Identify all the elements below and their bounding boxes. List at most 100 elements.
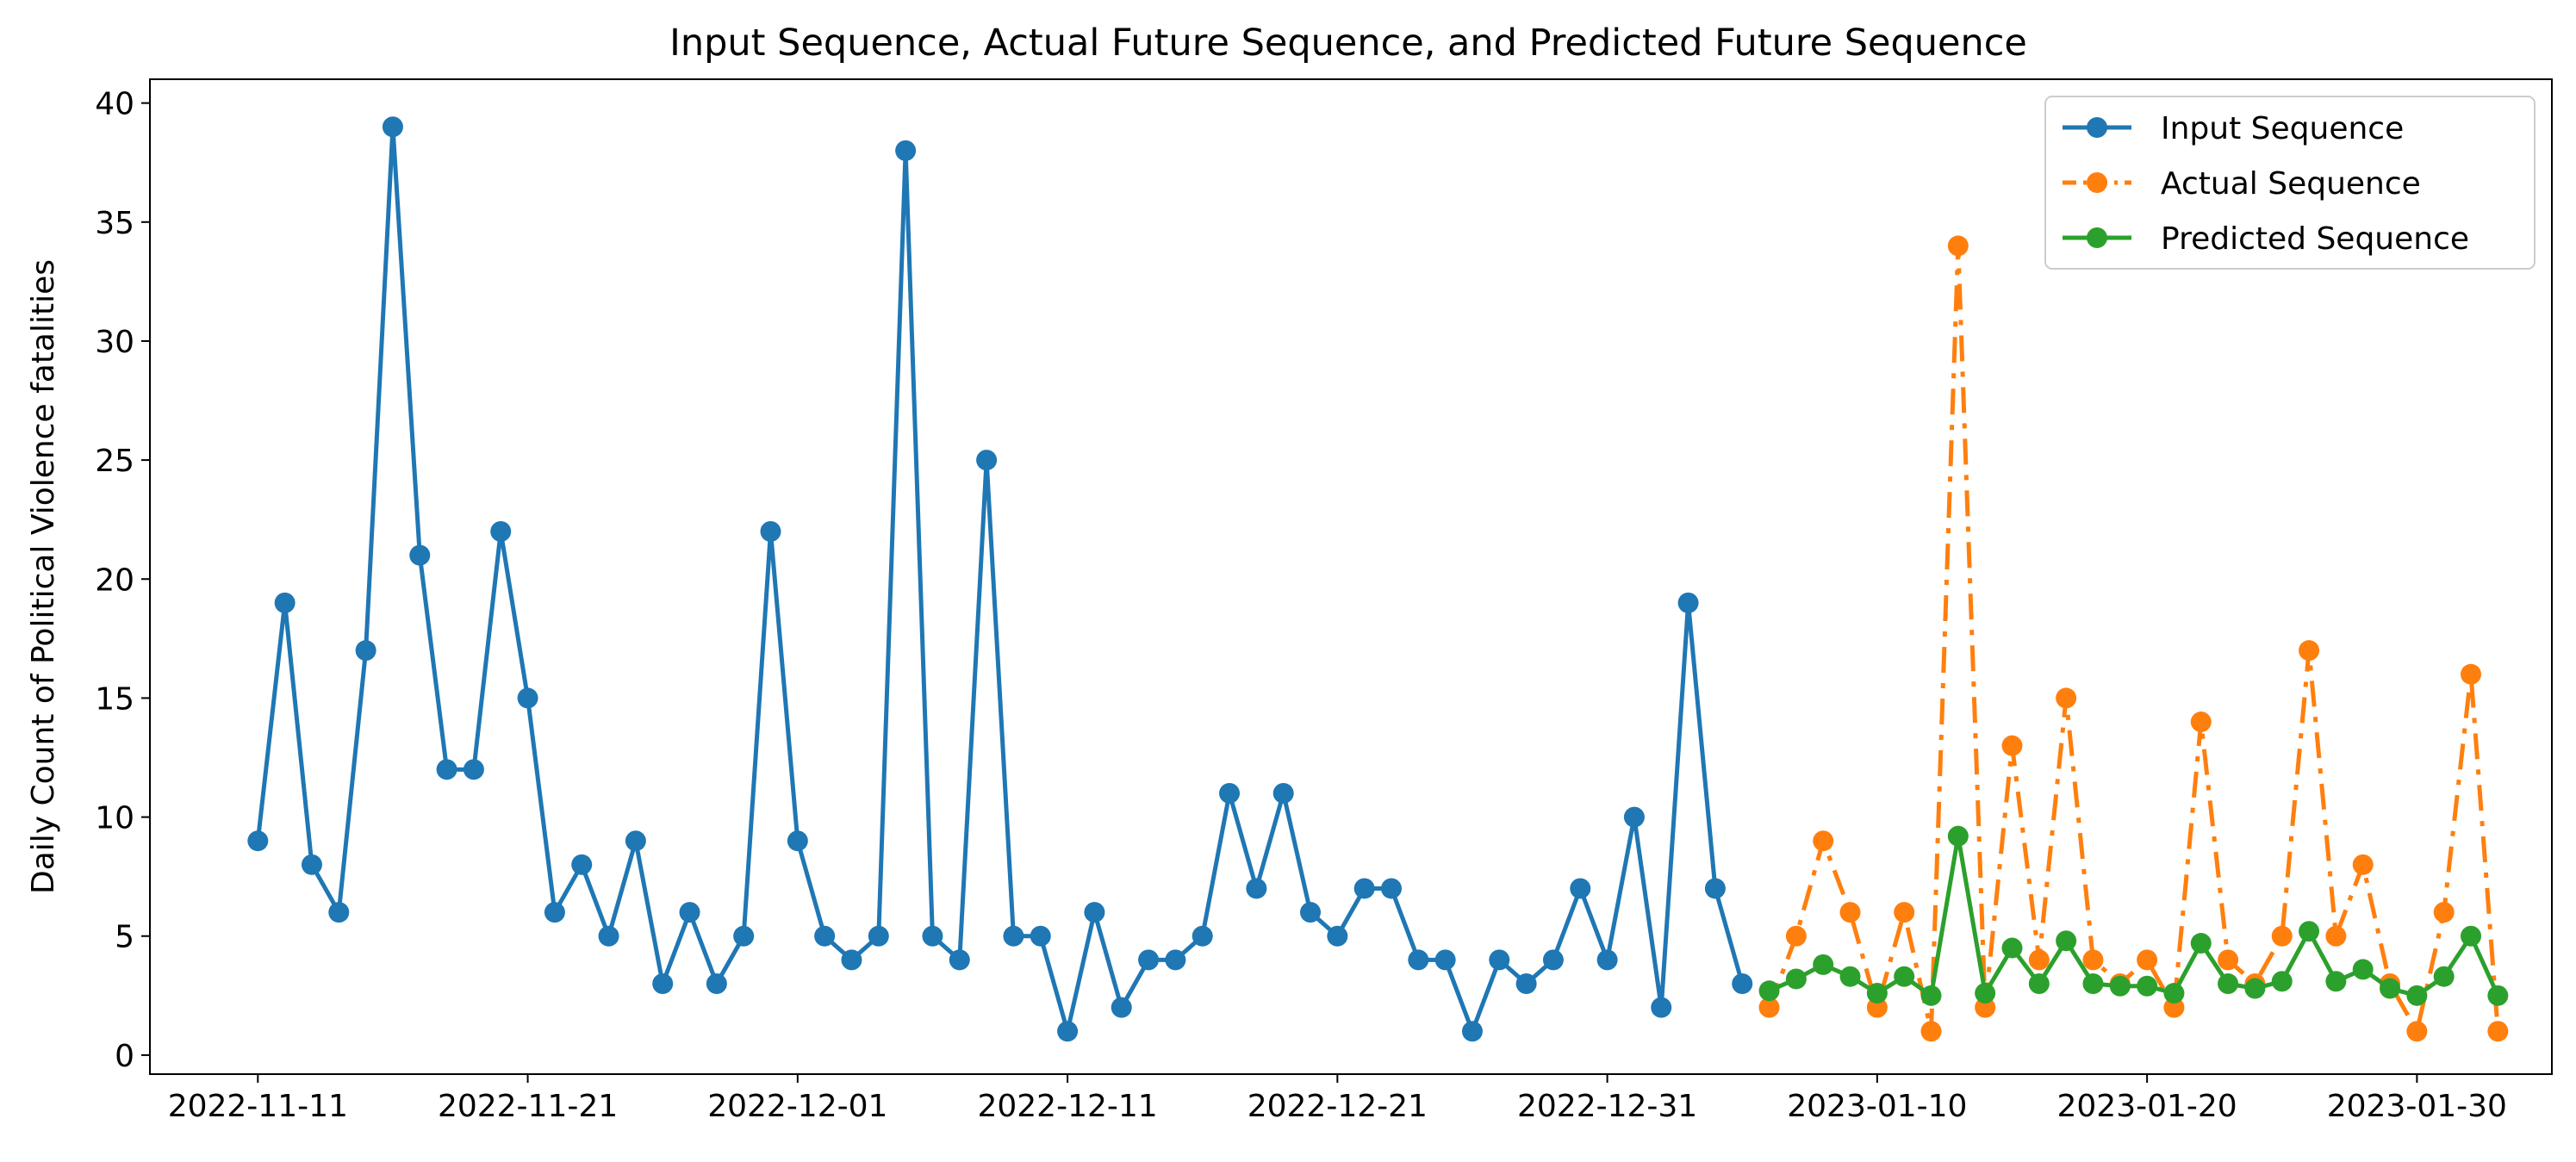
series-0-point <box>301 854 322 875</box>
series-0-point <box>544 902 565 923</box>
series-0-point <box>787 830 808 852</box>
series-line-2 <box>1768 834 2500 998</box>
series-2-point <box>2218 973 2239 994</box>
series-2-point <box>2001 937 2023 959</box>
series-2-point <box>2271 971 2293 992</box>
series-2-point <box>2082 973 2104 994</box>
series-1-point <box>2299 640 2320 662</box>
legend-label-0: Input Sequence <box>2161 111 2404 146</box>
series-0-point <box>1380 878 1402 899</box>
series-2-point <box>2380 978 2401 999</box>
series-0-point <box>652 973 674 994</box>
series-0-point <box>1732 973 1753 994</box>
series-2-point <box>2109 975 2131 997</box>
series-0-point <box>976 450 998 471</box>
x-tick-label: 2023-01-10 <box>1787 1089 1967 1124</box>
series-0-point <box>760 521 781 542</box>
series-2-point <box>2352 959 2374 980</box>
series-0-point <box>1111 997 1132 1018</box>
legend-box <box>2044 96 2536 270</box>
series-line-1 <box>1767 243 2500 1034</box>
series-0-point <box>1246 878 1267 899</box>
series-1-point <box>1975 997 1996 1018</box>
series-0-point <box>814 925 836 947</box>
series-0-point <box>868 925 889 947</box>
series-2-point <box>2325 971 2347 992</box>
y-tick-label: 15 <box>95 681 134 717</box>
x-tick-label: 2022-11-21 <box>438 1089 618 1124</box>
series-0-point <box>1596 949 1618 971</box>
x-tick-label: 2022-11-11 <box>168 1089 348 1124</box>
series-0-point <box>679 902 700 923</box>
series-0-point <box>490 521 512 542</box>
series-2-point <box>2163 983 2185 1004</box>
series-0-point <box>895 140 917 161</box>
axes-frame <box>149 78 2553 1075</box>
series-0-point <box>1408 949 1429 971</box>
series-0-point <box>1327 925 1348 947</box>
series-0-point <box>1570 878 1591 899</box>
x-tick-label: 2022-12-31 <box>1517 1089 1697 1124</box>
series-0-point <box>1651 997 1672 1018</box>
x-tick-label: 2023-01-20 <box>2057 1089 2237 1124</box>
series-1-point <box>2082 949 2104 971</box>
series-0-point <box>274 592 296 613</box>
legend-label-1: Actual Sequence <box>2161 166 2421 202</box>
series-0-point <box>436 759 457 780</box>
legend-label-2: Predicted Sequence <box>2161 221 2469 257</box>
series-0-point <box>1434 949 1456 971</box>
series-0-point <box>598 925 619 947</box>
series-1-point <box>2218 949 2239 971</box>
series-1-point <box>2406 1021 2428 1042</box>
series-0-point <box>1165 949 1186 971</box>
series-2-point <box>2299 921 2320 942</box>
series-0-point <box>733 925 755 947</box>
series-0-point <box>1515 973 1537 994</box>
series-1-point <box>1785 925 1807 947</box>
series-0-point <box>1353 878 1375 899</box>
series-0-point <box>1677 592 1699 613</box>
y-tick-label: 0 <box>115 1039 134 1074</box>
series-0-point <box>328 902 350 923</box>
series-0-point <box>517 687 538 709</box>
y-tick-label: 40 <box>95 87 134 122</box>
series-0-point <box>1272 782 1294 804</box>
legend: Input Sequence Actual Sequence Predicted S… <box>2044 96 2536 270</box>
series-1-point <box>1839 902 1861 923</box>
series-1-point <box>1758 997 1780 1018</box>
series-0-point <box>409 544 431 566</box>
series-2-point <box>2244 978 2266 999</box>
series-2-point <box>1975 983 1996 1004</box>
series-0-point <box>1030 925 1051 947</box>
y-tick-label: 30 <box>95 325 134 360</box>
series-1-point <box>1947 235 1969 257</box>
plot-area: 0 5 10 15 20 25 30 35 40 2022-11-11 2022-11-21 2022… <box>95 78 2553 1124</box>
series-0-point <box>841 949 862 971</box>
series-1-point <box>2487 1021 2509 1042</box>
series-0-point <box>1489 949 1510 971</box>
series-2-point <box>1758 980 1780 1002</box>
series-0-point <box>1084 902 1105 923</box>
series-1-point <box>2137 949 2158 971</box>
series-0-point <box>1138 949 1160 971</box>
series-1-point <box>2001 735 2023 756</box>
chart-title: Input Sequence, Actual Future Sequence, … <box>669 22 2027 65</box>
series-1-point <box>2028 949 2050 971</box>
series-2-point <box>2487 985 2509 1006</box>
series-1-point <box>1813 830 1834 852</box>
series-2-point <box>2190 933 2212 954</box>
series-0-point <box>625 830 646 852</box>
series-2-point <box>1947 825 1969 847</box>
x-tick-label: 2023-01-30 <box>2327 1089 2507 1124</box>
series-1-point <box>2325 925 2347 947</box>
series-0-point <box>1057 1021 1079 1042</box>
series-1-point <box>2433 902 2455 923</box>
series-2-point <box>2406 985 2428 1006</box>
y-tick-label: 5 <box>115 920 134 955</box>
series-2-point <box>2028 973 2050 994</box>
series-1-point <box>1894 902 1915 923</box>
series-0-point <box>706 973 727 994</box>
y-tick-label: 35 <box>95 206 134 241</box>
y-tick-label: 20 <box>95 562 134 598</box>
series-0-point <box>1300 902 1322 923</box>
